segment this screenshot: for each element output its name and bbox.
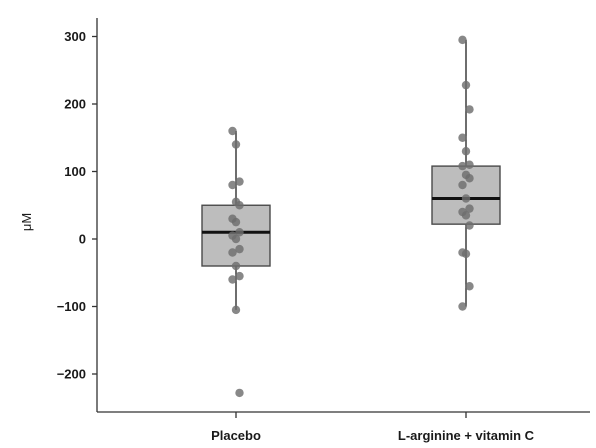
x-tick-label: Placebo [211,428,261,443]
x-axis: Placebo L-arginine + vitamin C [97,411,590,443]
y-tick-label: −100 [57,299,86,314]
y-tick-label: 0 [79,232,86,247]
y-tick-label: 300 [64,29,86,44]
data-point [458,161,467,171]
data-point [461,80,471,90]
data-point [461,211,471,220]
data-point [465,105,474,114]
y-tick-label: −200 [57,367,86,382]
data-point [235,244,244,254]
data-point [458,133,467,142]
data-point [458,302,467,311]
plot-area [201,35,501,398]
data-point [465,204,474,213]
data-point [465,282,474,291]
data-point [465,221,474,230]
y-tick-label: 100 [64,164,86,179]
data-point [235,201,244,210]
data-point [461,249,471,259]
data-point [231,217,241,227]
data-point [461,147,471,156]
data-point [235,177,244,186]
data-point [465,160,474,169]
x-tick-label: L-arginine + vitamin C [398,428,535,443]
y-axis-title: μM [19,213,34,231]
data-point [458,180,467,190]
data-point [465,174,474,183]
y-axis: 300 200 100 0 −100 −200 [57,18,98,412]
data-point [228,180,237,190]
data-point [228,248,237,257]
y-tick-label: 200 [64,97,86,112]
data-point [231,140,241,149]
data-point [228,275,237,284]
data-point [235,228,244,237]
data-point [235,271,244,281]
data-point [461,194,471,203]
data-point [231,261,241,271]
data-point [228,126,237,136]
data-point [231,234,241,244]
data-point [235,388,244,398]
data-point [458,35,467,45]
data-point [231,305,241,315]
